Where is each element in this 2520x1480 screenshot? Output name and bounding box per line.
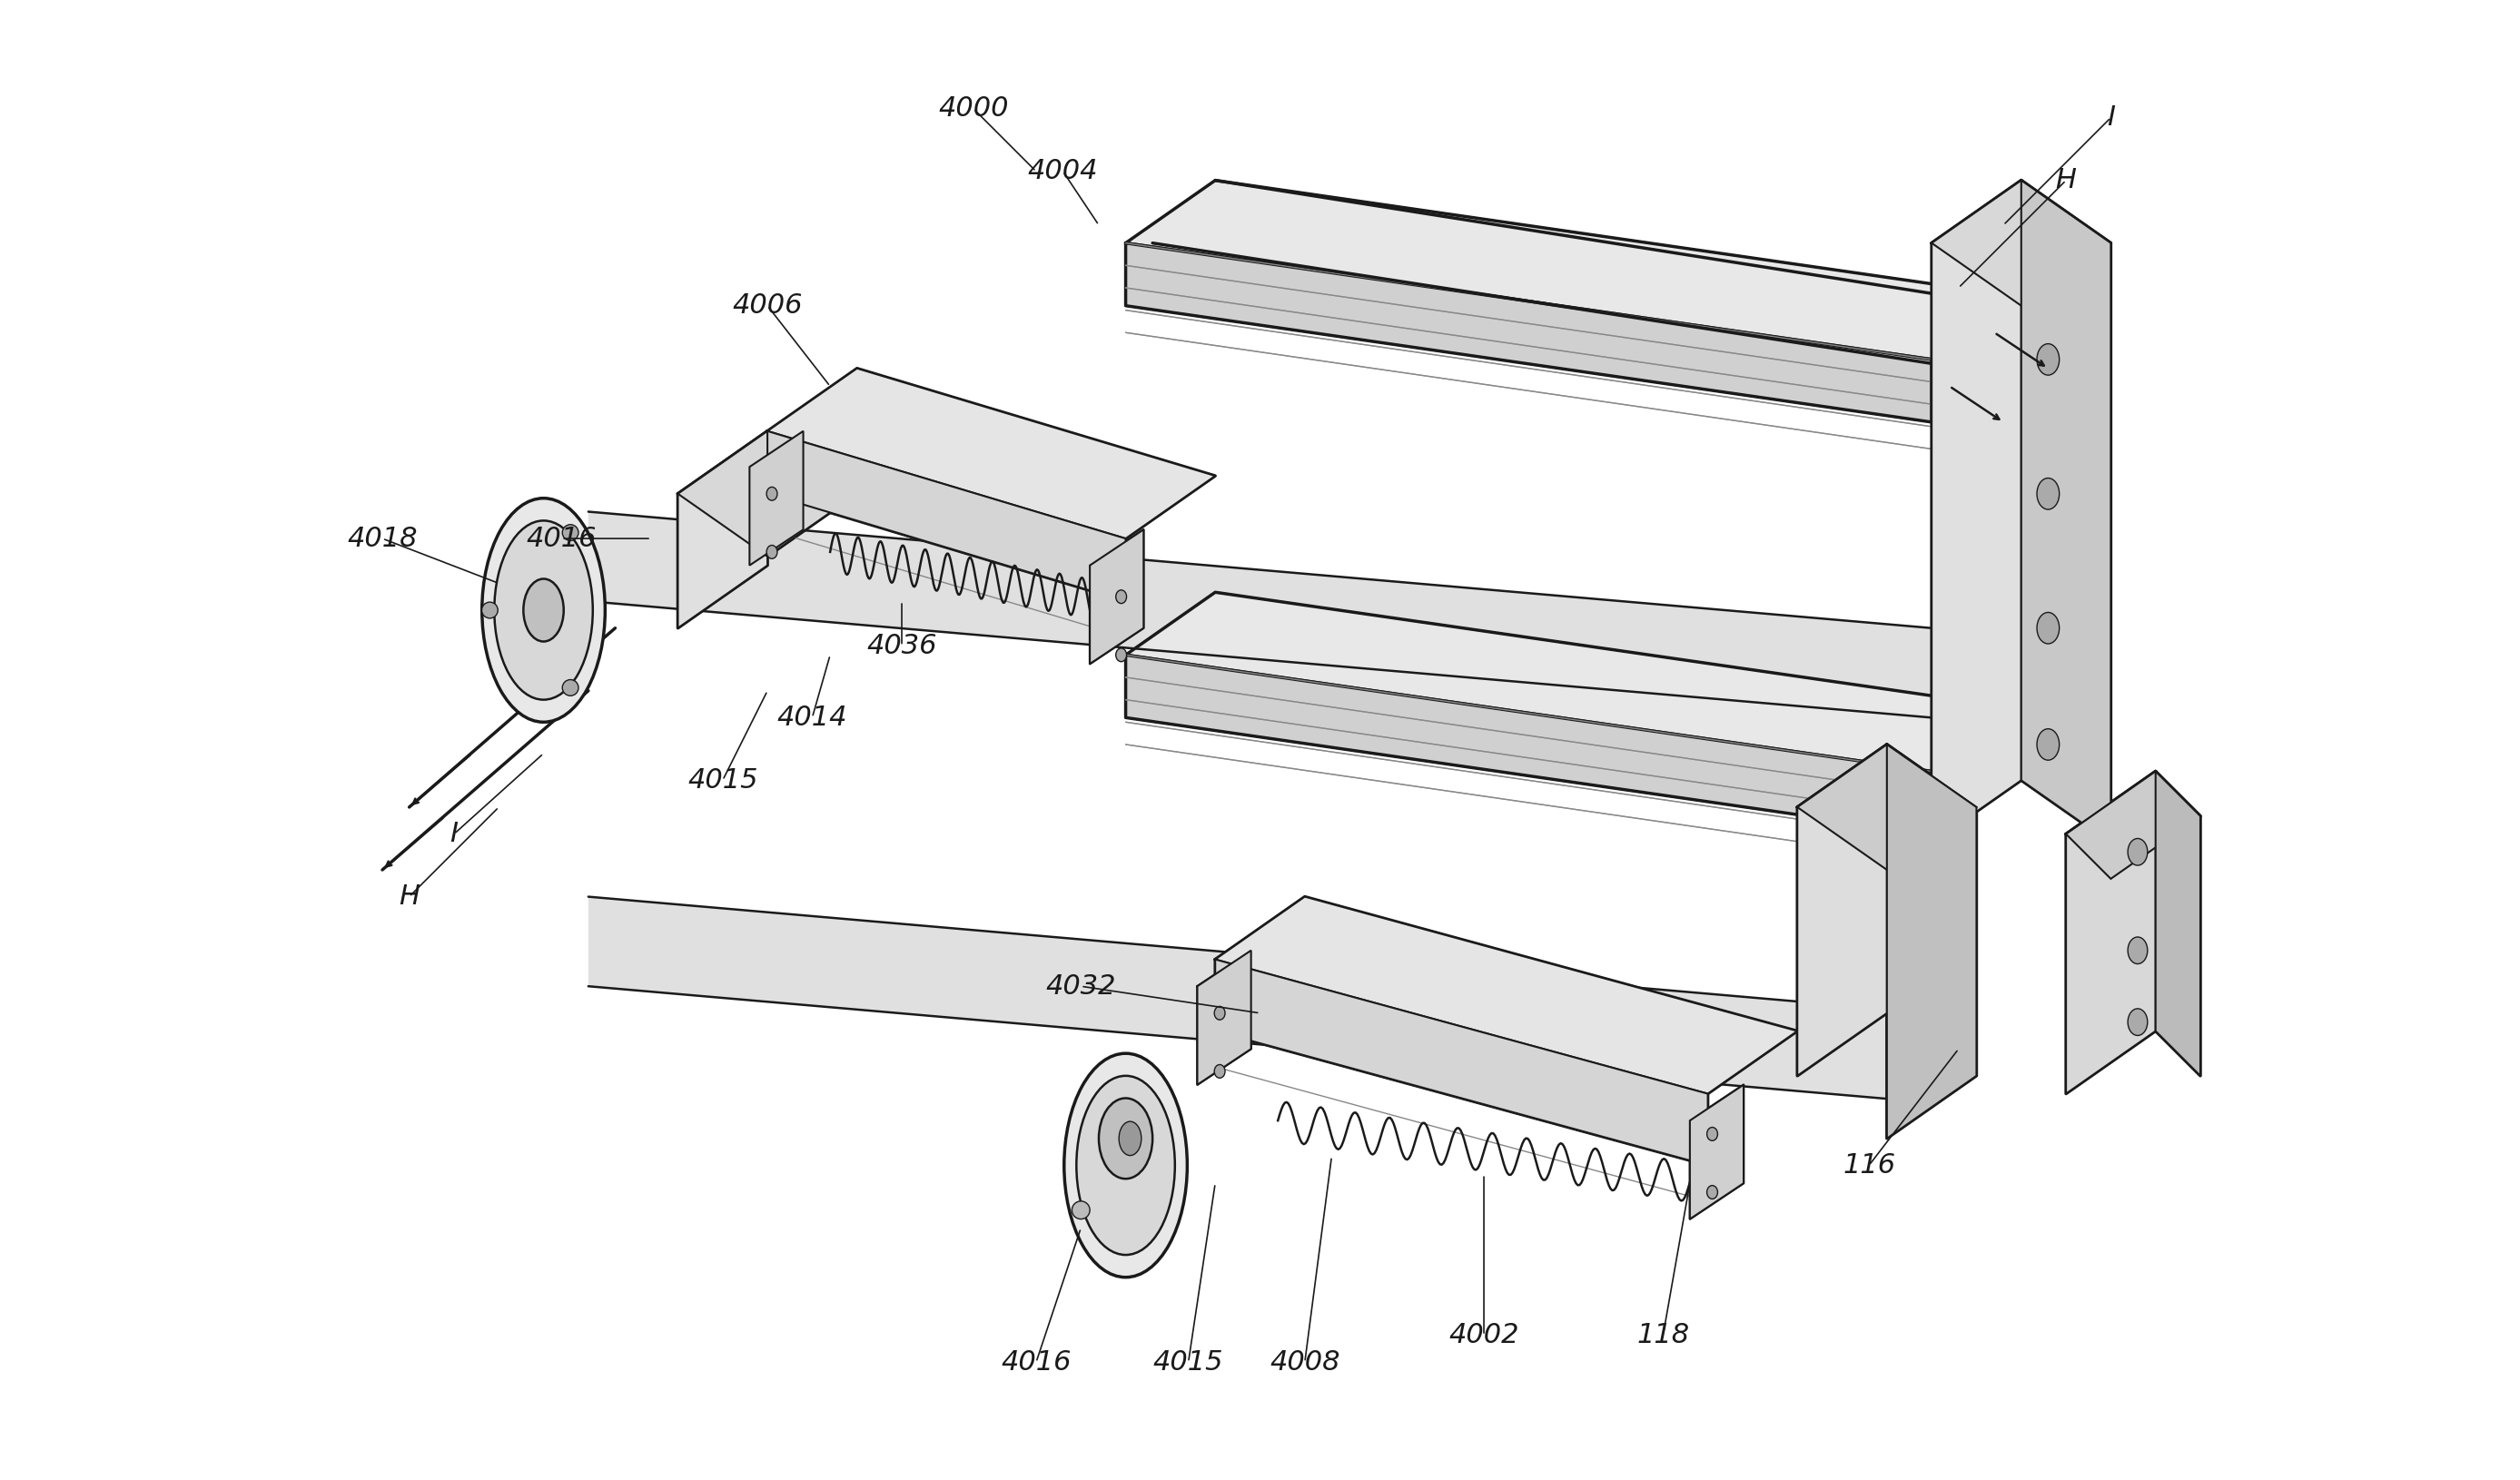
Ellipse shape [1076,1076,1174,1255]
Text: 4016: 4016 [527,525,597,552]
Text: 118: 118 [1635,1322,1688,1348]
Text: 4016: 4016 [1000,1350,1071,1375]
Text: 4015: 4015 [1154,1350,1225,1375]
Polygon shape [2155,771,2200,1076]
Polygon shape [587,512,1933,718]
Polygon shape [1797,744,1976,870]
Polygon shape [1797,744,1887,1076]
Ellipse shape [1706,1185,1719,1199]
Polygon shape [1197,950,1250,1085]
Ellipse shape [1099,1098,1152,1178]
Ellipse shape [2127,1009,2147,1036]
Ellipse shape [1215,1064,1225,1077]
Polygon shape [1691,1085,1744,1220]
Polygon shape [2066,771,2155,1094]
Ellipse shape [1071,1202,1089,1220]
Text: H: H [2056,167,2076,194]
Text: 4032: 4032 [1046,972,1116,999]
Ellipse shape [481,602,499,619]
Ellipse shape [562,524,580,540]
Text: H: H [398,884,421,910]
Polygon shape [2021,181,2112,844]
Ellipse shape [2127,937,2147,963]
Ellipse shape [1119,1122,1142,1156]
Text: 4004: 4004 [1028,158,1099,185]
Text: 116: 116 [1842,1151,1895,1178]
Text: I: I [2107,105,2114,130]
Text: I: I [451,821,459,847]
Polygon shape [1126,243,1933,422]
Text: 4036: 4036 [867,633,937,659]
Ellipse shape [562,679,580,696]
Text: 4014: 4014 [776,704,847,731]
Polygon shape [1126,656,1933,835]
Polygon shape [748,431,804,565]
Ellipse shape [494,521,592,700]
Ellipse shape [2036,343,2059,374]
Polygon shape [1933,181,2021,844]
Text: 4018: 4018 [348,525,418,552]
Polygon shape [1126,592,2021,771]
Text: 4015: 4015 [688,767,759,793]
Ellipse shape [766,545,776,558]
Ellipse shape [2127,839,2147,866]
Text: 4006: 4006 [733,293,804,318]
Polygon shape [678,431,769,628]
Polygon shape [1215,959,1709,1165]
Ellipse shape [1116,591,1126,604]
Ellipse shape [2036,728,2059,761]
Ellipse shape [2036,478,2059,509]
Polygon shape [1215,897,1797,1094]
Polygon shape [1887,744,1976,1138]
Polygon shape [1933,181,2112,306]
Polygon shape [1089,530,1144,665]
Polygon shape [769,431,1126,601]
Text: 4000: 4000 [937,96,1008,121]
Text: 4002: 4002 [1449,1322,1520,1348]
Ellipse shape [524,579,564,641]
Polygon shape [678,431,857,556]
Text: 4008: 4008 [1270,1350,1341,1375]
Polygon shape [587,897,1933,1103]
Polygon shape [1126,181,2021,360]
Ellipse shape [766,487,776,500]
Ellipse shape [481,499,605,722]
Ellipse shape [2036,613,2059,644]
Ellipse shape [1706,1128,1719,1141]
Polygon shape [2066,771,2200,879]
Ellipse shape [1063,1054,1187,1277]
Ellipse shape [1116,648,1126,662]
Polygon shape [769,369,1215,539]
Ellipse shape [1215,1006,1225,1020]
